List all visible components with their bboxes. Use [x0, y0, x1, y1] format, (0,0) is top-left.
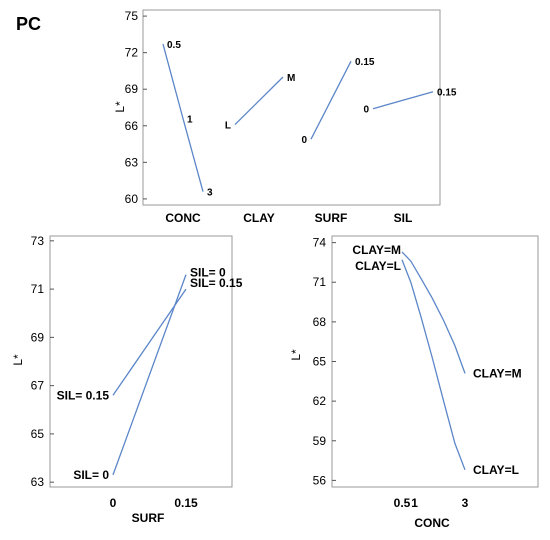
- y-tick-label: 56: [313, 473, 327, 487]
- series-annotation: SIL= 0: [190, 266, 226, 280]
- x-tick-label: 1: [411, 496, 418, 510]
- x-tick-label: 0.5: [394, 496, 411, 510]
- series-annotation: SIL= 0: [73, 468, 109, 482]
- x-axis-label: SURF: [132, 511, 165, 525]
- factor-line-sil: [372, 91, 434, 110]
- y-tick-label: 60: [125, 192, 139, 206]
- y-tick-label: 75: [125, 9, 139, 23]
- y-tick-label: 72: [125, 46, 139, 60]
- y-tick-label: 65: [313, 355, 327, 369]
- y-axis-label: L*: [11, 354, 25, 366]
- panel-frame: [49, 235, 233, 488]
- y-tick-label: 63: [31, 475, 45, 489]
- y-tick-label: 71: [31, 282, 45, 296]
- y-tick-label: 67: [31, 379, 45, 393]
- factor-label-sil: SIL: [394, 211, 413, 225]
- factor-label-clay: CLAY: [243, 211, 275, 225]
- series-line-clay-l: [401, 259, 466, 471]
- y-tick-label: 69: [31, 330, 45, 344]
- conc-clay-interaction-panel: L* CONC 56 59 62 65 68 71 74 0.5 1 3 CLAY=M CLAY=L C…: [289, 235, 539, 530]
- level-label: 3: [207, 188, 213, 199]
- factor-line-conc: [162, 43, 204, 192]
- y-tick-label: 69: [125, 82, 139, 96]
- series-annotation: SIL= 0.15: [57, 388, 110, 402]
- y-tick-label: 73: [31, 234, 45, 248]
- series-annotation: CLAY=L: [473, 463, 519, 477]
- level-label: 0.15: [437, 88, 457, 99]
- factor-label-conc: CONC: [165, 211, 201, 225]
- level-label: 0.15: [355, 57, 375, 68]
- y-tick-label: 74: [313, 236, 327, 250]
- y-tick-label: 66: [125, 119, 139, 133]
- panel-frame: [142, 9, 441, 206]
- main-effects-panel: L* 60 63 66 69 72 75 0.5 1 3 CONC L M CLAY 0 0.15 SURF 0…: [113, 9, 457, 225]
- series-annotation: SIL= 0.15: [190, 276, 243, 290]
- x-axis-label: CONC: [414, 516, 450, 530]
- series-line-sil-015: [112, 288, 187, 396]
- y-tick-label: 71: [313, 275, 327, 289]
- y-axis-label: L*: [113, 101, 127, 113]
- y-tick-label: 63: [125, 155, 139, 169]
- y-tick-label: 62: [313, 394, 327, 408]
- level-label: 0.5: [167, 40, 181, 51]
- y-tick-label: 65: [31, 427, 45, 441]
- level-label: 0: [301, 135, 307, 146]
- series-line-sil-0: [112, 274, 187, 476]
- level-label: M: [287, 73, 295, 84]
- series-annotation: CLAY=L: [355, 259, 401, 273]
- level-label: 0: [363, 105, 369, 116]
- series-annotation: CLAY=M: [352, 243, 401, 257]
- factor-label-surf: SURF: [315, 211, 348, 225]
- panel-frame: [331, 235, 539, 488]
- y-tick-label: 68: [313, 315, 327, 329]
- level-label: 1: [187, 114, 193, 125]
- series-annotation: CLAY=M: [473, 366, 522, 380]
- y-axis-label: L*: [289, 349, 303, 361]
- x-tick-label: 3: [462, 496, 469, 510]
- level-label: L: [225, 121, 231, 132]
- x-tick-label: 0: [110, 496, 117, 510]
- series-line-clay-m: [401, 251, 466, 374]
- figure-label: PC: [16, 14, 41, 34]
- factor-line-surf: [310, 60, 352, 140]
- factor-line-clay: [234, 76, 284, 126]
- x-tick-label: 0.15: [174, 496, 198, 510]
- y-tick-label: 59: [313, 434, 327, 448]
